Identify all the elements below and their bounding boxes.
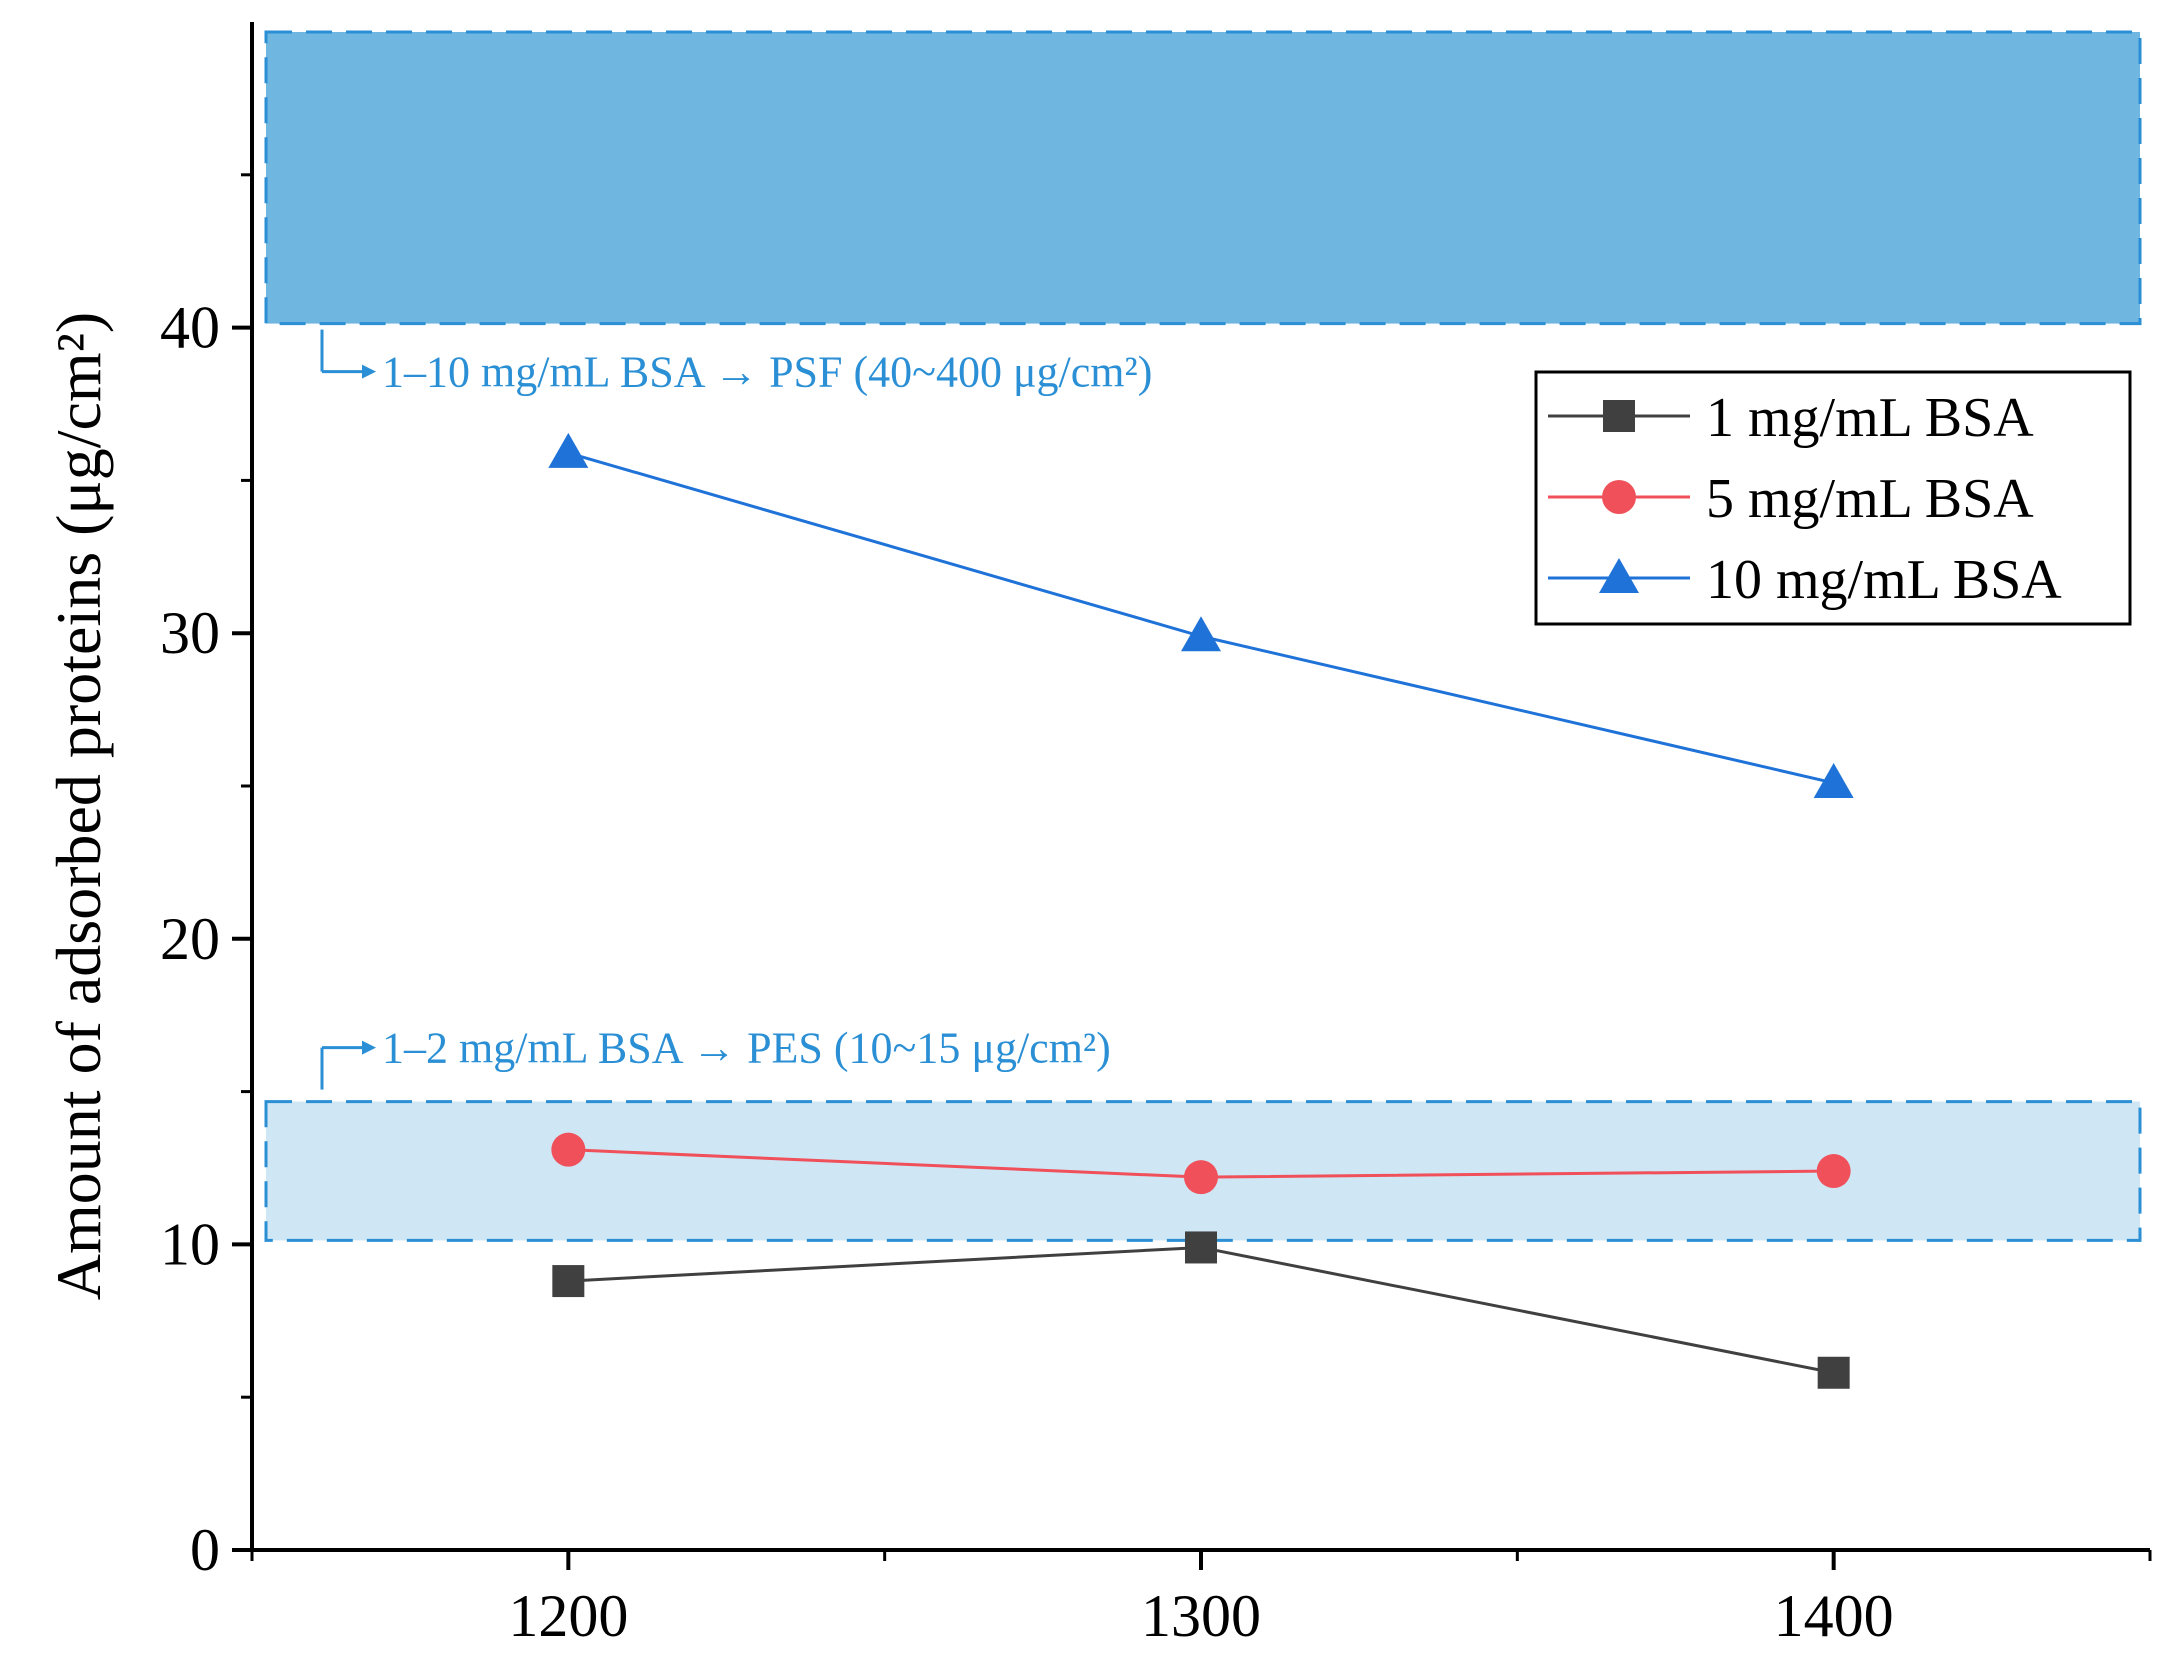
x-tick-label-2: 1400 [1774,1583,1894,1649]
y-tick-label-4: 40 [160,295,220,361]
annotation-layer: 1–10 mg/mL BSA → PSF (40~400 μg/cm²) 1–2 … [320,329,1152,1090]
y-axis-title: Amount of adsorbed proteins (μg/cm²) [43,312,114,1300]
x-tick-label-1: 1300 [1141,1583,1261,1649]
legend-label-2: 10 mg/mL BSA [1706,549,2062,611]
band-0 [264,30,2142,326]
annotation-arrow-head-0 [362,364,376,379]
legend-label-0: 1 mg/mL BSA [1706,387,2034,449]
y-tick-label-0: 0 [190,1517,220,1583]
series-1-point-1 [1184,1160,1218,1195]
y-tick-label-3: 30 [160,600,220,666]
series-2-point-2 [1813,762,1854,798]
series-line-0 [568,1245,1834,1375]
series-0-point-1 [1185,1231,1217,1264]
annotation-label-0: 1–10 mg/mL BSA → PSF (40~400 μg/cm²) [382,348,1152,397]
series-2-point-0 [548,432,589,468]
annotation-label-1: 1–2 mg/mL BSA → PES (10~15 μg/cm²) [382,1024,1111,1073]
series-0-point-0 [552,1265,585,1298]
y-tick-label-2: 20 [160,906,220,972]
ticks-layer: 0 10 20 30 40 1200 1300 1400 [160,173,2152,1649]
legend-label-1: 5 mg/mL BSA [1706,468,2034,530]
bands-layer [264,30,2142,1242]
legend: 1 mg/mL BSA 5 mg/mL BSA 10 mg/mL BSA [1534,370,2132,626]
series-0-point-2 [1817,1356,1850,1389]
legend-marker-0 [1603,400,1635,432]
series-2-point-1 [1181,616,1221,652]
series-1-point-0 [551,1132,586,1167]
legend-marker-2 [1599,558,1639,593]
series-1-point-2 [1816,1154,1851,1189]
legend-marker-1 [1602,480,1636,514]
annotation-arrow-head-1 [362,1040,376,1055]
y-tick-label-1: 10 [160,1211,220,1277]
series-lines-layer [548,432,1854,1389]
x-tick-label-0: 1200 [508,1583,628,1649]
